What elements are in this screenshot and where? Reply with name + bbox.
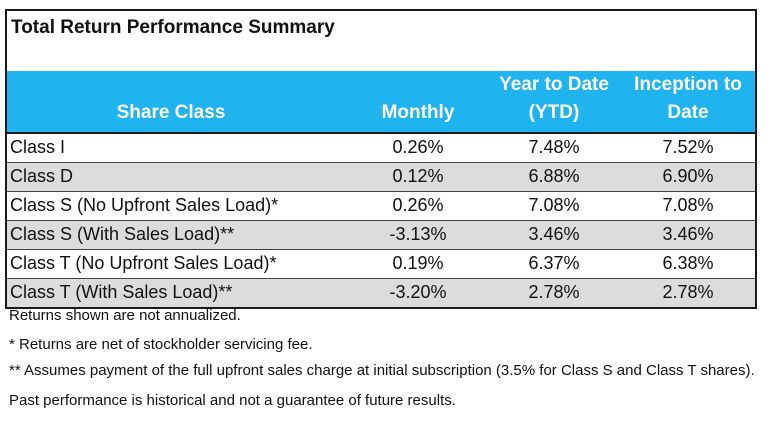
inception-value: 7.52% [662,137,714,158]
share-class-name: Class I [10,137,66,158]
column-header-ytd-line2: (YTD) [528,102,580,123]
column-header-inception-line1: Inception to [634,74,742,95]
inception-value: 6.90% [621,161,755,191]
share-class-name: Class D [7,161,349,191]
table-header: Share Class Monthly Year to Date (YTD) I… [7,71,755,134]
ytd-value: 3.46% [487,219,621,249]
table-title: Total Return Performance Summary [7,11,755,71]
ytd-value: 6.88% [487,161,621,191]
share-class-name: Class S (With Sales Load)** [7,219,349,249]
performance-disclaimer: Past performance is historical and not a… [9,392,456,409]
monthly-value: 0.19% [349,248,487,278]
performance-table-container: Total Return Performance Summary Share C… [5,9,757,309]
column-header-ytd-line1: Year to Date [499,74,609,95]
monthly-value: 0.26% [349,190,487,220]
inception-value: 3.46% [621,219,755,249]
footnote-double-asterisk: ** Assumes payment of the full upfront s… [9,362,755,379]
footnotes: Returns shown are not annualized. * Retu… [9,305,759,412]
monthly-value: 0.26% [392,137,444,158]
table-row: Class T (With Sales Load)** -3.20% 2.78%… [7,277,755,307]
table-row: Class I 0.26% 7.48% 7.52% [7,133,755,162]
inception-value: 2.78% [621,277,755,307]
table-row: Class S (With Sales Load)** -3.13% 3.46%… [7,219,755,249]
column-header-share-class: Share Class [7,71,349,134]
table-row: Class S (No Upfront Sales Load)* 0.26% 7… [7,190,755,220]
table-row: Class D 0.12% 6.88% 6.90% [7,161,755,191]
column-header-inception: Inception to Date [621,71,755,134]
column-header-inception-line2: Date [667,102,709,123]
column-header-ytd: Year to Date (YTD) [487,71,621,134]
share-class-name: Class T (With Sales Load)** [7,277,349,307]
ytd-value: 7.08% [487,190,621,220]
table-body: Class I 0.26% 7.48% 7.52% Class D 0.12% … [7,133,755,307]
header-row: Share Class Monthly Year to Date (YTD) I… [7,71,755,134]
monthly-value: -3.20% [349,277,487,307]
inception-value: 6.38% [621,248,755,278]
performance-table: Share Class Monthly Year to Date (YTD) I… [7,71,755,307]
ytd-value: 7.48% [528,137,580,158]
footnote-single-asterisk: * Returns are net of stockholder servici… [9,336,313,353]
not-annualized-note: Returns shown are not annualized. [9,307,241,324]
share-class-name: Class S (No Upfront Sales Load)* [7,190,349,220]
monthly-value: 0.12% [349,161,487,191]
monthly-value: -3.13% [349,219,487,249]
inception-value: 7.08% [621,190,755,220]
ytd-value: 6.37% [487,248,621,278]
column-header-monthly: Monthly [349,71,487,134]
share-class-name: Class T (No Upfront Sales Load)* [7,248,349,278]
table-row: Class T (No Upfront Sales Load)* 0.19% 6… [7,248,755,278]
ytd-value: 2.78% [487,277,621,307]
